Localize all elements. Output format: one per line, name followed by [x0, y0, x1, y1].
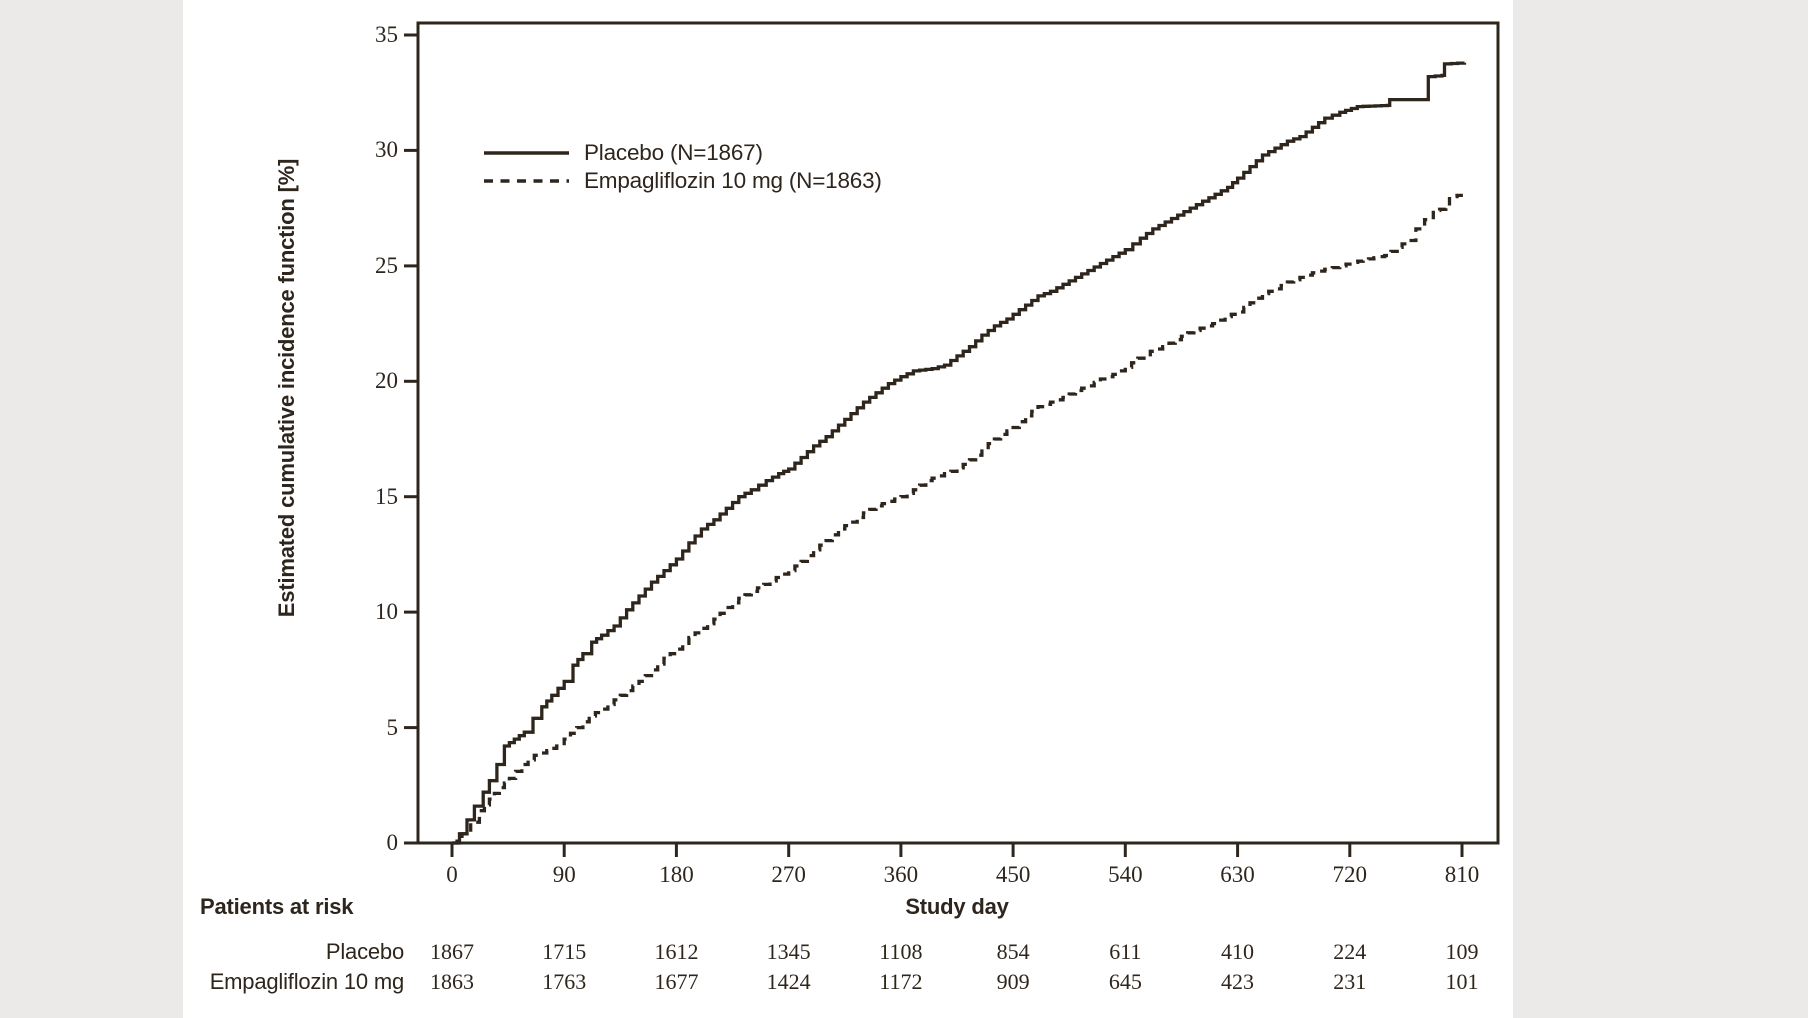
curve-solid: [452, 61, 1467, 845]
at-risk-count: 1612: [654, 939, 699, 964]
at-risk-count: 1424: [766, 969, 811, 994]
legend: Placebo (N=1867) Empagliflozin 10 mg (N=…: [483, 139, 882, 195]
at-risk-count: 854: [996, 939, 1030, 964]
at-risk-count: 231: [1333, 969, 1367, 994]
curve-dashed: [452, 193, 1467, 845]
at-risk-count: 109: [1445, 939, 1479, 964]
solid-line-key-icon: [484, 151, 569, 155]
y-tick-label: 35: [375, 22, 398, 47]
at-risk-count: 410: [1221, 939, 1255, 964]
at-risk-count: 101: [1445, 969, 1479, 994]
plot-frame: [416, 21, 1500, 845]
at-risk-count: 645: [1108, 969, 1142, 994]
at-risk-count: 1863: [430, 969, 474, 994]
at-risk-count: 1108: [879, 939, 923, 964]
at-risk-count: 1715: [542, 939, 587, 964]
at-risk-count: 1345: [766, 939, 811, 964]
x-tick-label: 450: [995, 862, 1031, 887]
page-margin-right: [1513, 0, 1808, 1018]
y-axis-title: Estimated cumulative incidence function …: [274, 158, 299, 618]
at-risk-count: 423: [1221, 969, 1255, 994]
at-risk-row-label: Empagliflozin 10 mg: [209, 969, 404, 994]
legend-item-empagliflozin: Empagliflozin 10 mg (N=1863): [483, 167, 882, 195]
x-tick-label: 0: [446, 862, 458, 887]
x-tick-label: 720: [1332, 862, 1368, 887]
at-risk-count: 1677: [654, 969, 699, 994]
y-tick-label: 25: [375, 252, 398, 278]
dashed-line-key-icon: [484, 179, 569, 183]
x-tick-label: 630: [1220, 862, 1255, 887]
y-tick-label: 30: [375, 137, 398, 163]
legend-label-empagliflozin: Empagliflozin 10 mg (N=1863): [584, 168, 882, 193]
legend-item-placebo: Placebo (N=1867): [483, 139, 882, 167]
y-tick-label: 5: [386, 714, 399, 740]
at-risk-count: 611: [1109, 939, 1142, 964]
at-risk-row-label: Placebo: [325, 939, 404, 964]
x-tick-label: 180: [659, 862, 694, 887]
patients-at-risk-heading: Patients at risk: [200, 894, 354, 919]
x-tick-label: 270: [771, 862, 806, 887]
y-tick-label: 20: [375, 368, 398, 394]
at-risk-count: 1763: [542, 969, 587, 994]
at-risk-count: 1172: [879, 969, 923, 994]
x-tick-label: 90: [552, 862, 576, 887]
at-risk-count: 1867: [430, 939, 474, 964]
y-tick-label: 15: [375, 483, 398, 509]
x-axis-label: Study day: [905, 894, 1009, 919]
at-risk-count: 224: [1333, 939, 1367, 964]
y-tick-label: 10: [375, 599, 398, 625]
y-tick-label: 0: [386, 830, 399, 855]
at-risk-count: 909: [996, 969, 1030, 994]
legend-label-placebo: Placebo (N=1867): [584, 140, 763, 165]
page-margin-left: [0, 0, 183, 1018]
x-tick-label: 810: [1444, 862, 1480, 887]
x-tick-label: 360: [883, 862, 919, 887]
x-tick-label: 540: [1108, 862, 1143, 887]
